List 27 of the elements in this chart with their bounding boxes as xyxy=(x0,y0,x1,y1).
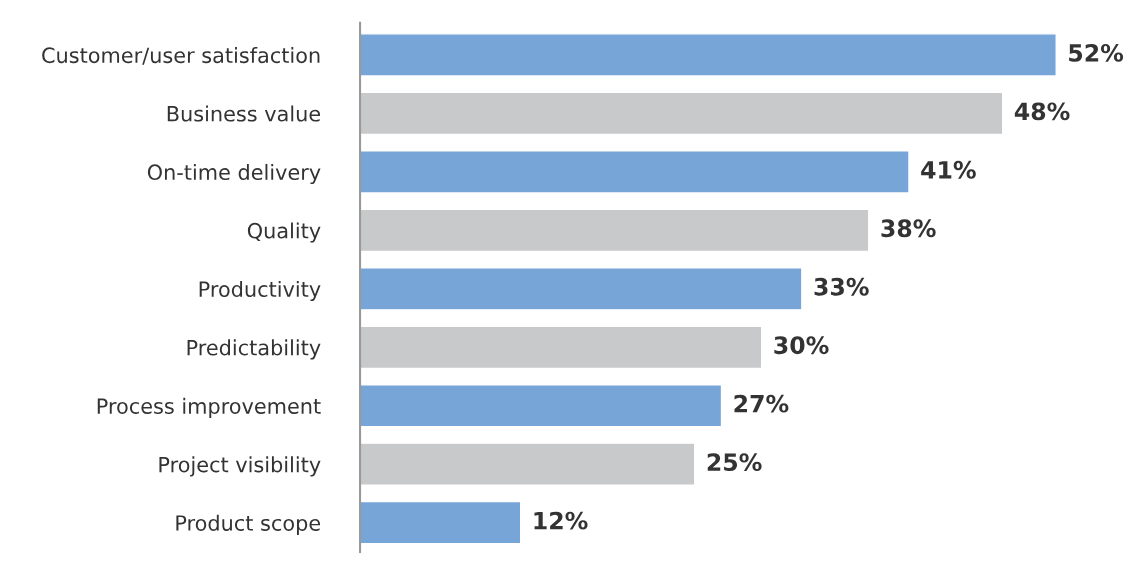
y-tick-label: Productivity xyxy=(199,280,321,302)
data-label: 38% xyxy=(881,219,936,238)
y-tick-label: Quality xyxy=(247,222,321,243)
y-tick-label: Customer/user satisfaction xyxy=(42,47,320,65)
bar xyxy=(360,500,522,545)
data-label: 33% xyxy=(814,277,869,296)
bar xyxy=(360,384,723,428)
y-tick-label: Process improvement xyxy=(97,397,321,418)
bar xyxy=(360,33,1057,77)
bar xyxy=(360,150,910,194)
y-tick-label: Project visibility xyxy=(159,456,321,477)
y-tick-label: On-time delivery xyxy=(147,163,321,185)
bar xyxy=(360,325,763,370)
data-label: 41% xyxy=(921,160,976,179)
bar xyxy=(360,442,696,486)
bar xyxy=(360,208,870,253)
data-label: 30% xyxy=(774,336,829,355)
data-label: 12% xyxy=(534,511,588,530)
bar xyxy=(360,91,1004,136)
y-tick-label: Business value xyxy=(167,105,321,122)
y-tick-label: Predictability xyxy=(187,339,321,360)
bar xyxy=(360,267,803,311)
data-label: 48% xyxy=(1014,102,1070,121)
data-label: 52% xyxy=(1069,43,1124,62)
data-label: 25% xyxy=(707,453,762,472)
y-tick-label: Product scope xyxy=(176,514,321,535)
data-label: 27% xyxy=(734,394,789,413)
